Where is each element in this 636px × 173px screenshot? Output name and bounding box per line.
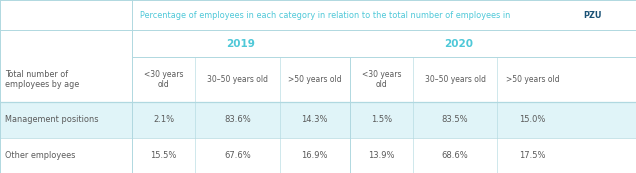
Text: Other employees: Other employees [5, 151, 76, 160]
Text: Total number of
employees by age: Total number of employees by age [5, 70, 79, 89]
Text: <30 years
old: <30 years old [361, 70, 401, 89]
Text: 16.9%: 16.9% [301, 151, 328, 160]
Text: 15.0%: 15.0% [519, 115, 546, 124]
Text: Percentage of employees in each category in relation to the total number of empl: Percentage of employees in each category… [140, 11, 513, 20]
Bar [132, 57, 636, 102]
Text: 30–50 years old: 30–50 years old [207, 75, 268, 84]
Text: >50 years old: >50 years old [506, 75, 559, 84]
Bar [0, 0, 636, 30]
Text: 83.6%: 83.6% [224, 115, 251, 124]
Text: 15.5%: 15.5% [151, 151, 177, 160]
Text: 17.5%: 17.5% [519, 151, 546, 160]
Bar [0, 102, 636, 138]
Text: PZU: PZU [583, 11, 602, 20]
Text: 67.6%: 67.6% [224, 151, 251, 160]
Bar [132, 30, 636, 57]
Text: Management positions: Management positions [5, 115, 99, 124]
Text: 13.9%: 13.9% [368, 151, 394, 160]
Bar [0, 138, 636, 173]
Text: 83.5%: 83.5% [442, 115, 468, 124]
Text: 2020: 2020 [444, 39, 473, 49]
Text: >50 years old: >50 years old [288, 75, 342, 84]
Bar [0, 57, 132, 102]
Bar [0, 30, 132, 57]
Text: 2.1%: 2.1% [153, 115, 174, 124]
Text: 2019: 2019 [226, 39, 256, 49]
Text: 30–50 years old: 30–50 years old [425, 75, 485, 84]
Text: 1.5%: 1.5% [371, 115, 392, 124]
Text: 14.3%: 14.3% [301, 115, 328, 124]
Text: 68.6%: 68.6% [441, 151, 469, 160]
Text: <30 years
old: <30 years old [144, 70, 184, 89]
